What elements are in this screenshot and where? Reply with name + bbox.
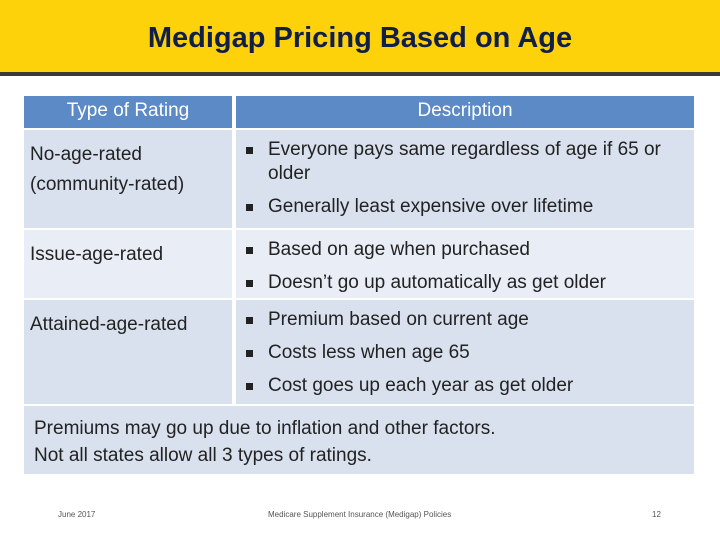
bullet-item: Generally least expensive over lifetime bbox=[246, 195, 688, 219]
bullet-item: Premium based on current age bbox=[246, 308, 688, 332]
bullet-item: Doesn’t go up automatically as get older bbox=[246, 271, 688, 295]
footer-center: Medicare Supplement Insurance (Medigap) … bbox=[268, 510, 452, 519]
bullet-item: Costs less when age 65 bbox=[246, 341, 688, 365]
row-description: Based on age when purchased Doesn’t go up… bbox=[236, 230, 694, 298]
note-line: Premiums may go up due to inflation and … bbox=[34, 418, 496, 439]
footer-date: June 2017 bbox=[58, 510, 96, 519]
row-label: No-age-rated (community-rated) bbox=[24, 130, 232, 228]
column-header: Type of Rating bbox=[24, 96, 232, 128]
bullet-item: Cost goes up each year as get older bbox=[246, 374, 688, 398]
note-line: Not all states allow all 3 types of rati… bbox=[34, 445, 372, 466]
row-label: Attained-age-rated bbox=[24, 300, 232, 404]
note: Premiums may go up due to inflation and … bbox=[24, 406, 694, 474]
footer-page: 12 bbox=[652, 510, 661, 519]
row-description: Premium based on current age Costs less w… bbox=[236, 300, 694, 404]
column-header: Description bbox=[236, 96, 694, 128]
bullet-item: Everyone pays same regardless of age if … bbox=[246, 138, 688, 186]
header-band bbox=[0, 0, 720, 76]
row-description: Everyone pays same regardless of age if … bbox=[236, 130, 694, 228]
slide-title: Medigap Pricing Based on Age bbox=[147, 22, 573, 54]
bullet-item: Based on age when purchased bbox=[246, 238, 688, 262]
row-label: Issue-age-rated bbox=[24, 230, 232, 298]
